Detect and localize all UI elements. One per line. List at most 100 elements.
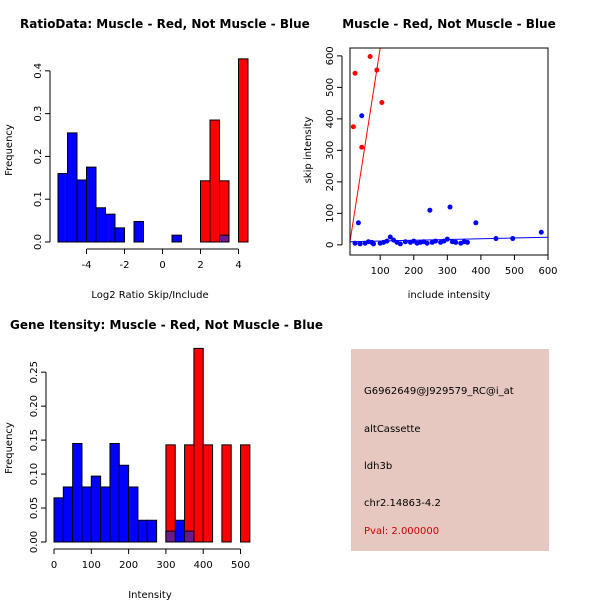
y-tick-label: 0.4 bbox=[33, 63, 44, 79]
y-tick-label: 400 bbox=[325, 109, 336, 128]
histogram-bar bbox=[53, 497, 64, 543]
scatter-point bbox=[367, 54, 373, 60]
histogram-bar bbox=[100, 486, 111, 543]
histogram-bar bbox=[137, 519, 148, 543]
x-tick-label: 300 bbox=[156, 560, 175, 571]
scatter-point bbox=[424, 240, 430, 246]
plot-frame bbox=[349, 47, 549, 256]
y-tick-label: 0.0 bbox=[33, 234, 44, 250]
x-tick-label: 0 bbox=[51, 560, 57, 571]
x-tick-label: 600 bbox=[538, 266, 557, 277]
histogram-bar bbox=[62, 486, 74, 543]
histogram-bar bbox=[57, 173, 68, 243]
y-tick-label: 0.2 bbox=[33, 148, 44, 164]
scatter-point bbox=[384, 238, 390, 244]
histogram-bar bbox=[90, 475, 102, 543]
chart-title: Muscle - Red, Not Muscle - Blue bbox=[342, 17, 556, 31]
muscle-series bbox=[200, 58, 249, 243]
scatter-point bbox=[359, 113, 365, 119]
histogram-bar bbox=[105, 213, 116, 243]
y-tick-label: 200 bbox=[325, 172, 336, 191]
gene-name-text: ldh3b bbox=[364, 461, 393, 472]
not-muscle-series bbox=[53, 443, 195, 543]
scatter-point bbox=[453, 239, 459, 245]
overlap-bar bbox=[219, 234, 230, 243]
x-tick-label: 400 bbox=[471, 266, 490, 277]
scatter-point bbox=[464, 239, 470, 245]
scatter-point bbox=[402, 239, 408, 245]
y-tick-label: 0.00 bbox=[29, 531, 40, 553]
fit-line bbox=[350, 48, 381, 242]
histogram-bar bbox=[165, 444, 176, 543]
x-axis-label: Log2 Ratio Skip/Include bbox=[91, 290, 208, 301]
x-tick-label: 400 bbox=[194, 560, 213, 571]
scatter-point bbox=[350, 124, 356, 130]
histogram-bar bbox=[238, 58, 249, 243]
scatter-point bbox=[433, 238, 439, 244]
overlap-bar bbox=[165, 530, 176, 543]
scatter-point bbox=[444, 236, 450, 242]
histogram-bar bbox=[200, 180, 211, 243]
y-tick-label: 0.05 bbox=[29, 497, 40, 519]
x-tick-label: 100 bbox=[82, 560, 101, 571]
histogram-bar bbox=[219, 180, 230, 243]
not-muscle-series bbox=[57, 132, 230, 243]
info-panel: G6962649@J929579_RC@i_at altCassette ldh… bbox=[351, 349, 549, 551]
histogram-bar bbox=[202, 444, 214, 543]
scatter-point bbox=[473, 220, 479, 226]
scatter-point bbox=[370, 241, 376, 247]
probe-id-text: G6962649@J929579_RC@i_at bbox=[364, 386, 514, 397]
histogram-bar bbox=[72, 443, 83, 543]
x-tick-label: 300 bbox=[438, 266, 457, 277]
scatter-point bbox=[379, 99, 385, 105]
histogram-bar bbox=[76, 179, 87, 243]
histogram-bar bbox=[171, 234, 182, 243]
y-tick-label: 0.25 bbox=[29, 361, 40, 383]
y-tick-label: 500 bbox=[325, 78, 336, 97]
x-tick-label: -4 bbox=[82, 260, 92, 271]
x-tick-label: 0 bbox=[159, 260, 165, 271]
scatter-point bbox=[359, 144, 365, 150]
event-type-text: altCassette bbox=[364, 424, 421, 435]
x-tick-label: 100 bbox=[371, 266, 390, 277]
scatter-point bbox=[352, 70, 358, 76]
x-tick-label: 200 bbox=[119, 560, 138, 571]
scatter-point bbox=[387, 234, 393, 240]
y-tick-label: 0.10 bbox=[29, 463, 40, 485]
histogram-bar bbox=[209, 119, 220, 243]
scatter-point bbox=[374, 67, 380, 73]
histogram-bar bbox=[118, 464, 130, 543]
scatter-point bbox=[538, 229, 544, 235]
y-tick-label: 0.20 bbox=[29, 395, 40, 417]
scatter-point bbox=[352, 240, 358, 246]
histogram-bar bbox=[128, 486, 139, 543]
y-axis-label: Frequency bbox=[4, 422, 15, 474]
ratio-histogram: -4 -2 0 2 4 0.0 0.1 0.2 0.3 0.4 RatioData: Muscle … bbox=[4, 17, 310, 301]
histogram-bar bbox=[114, 227, 125, 243]
chart-title: RatioData: Muscle - Red, Not Muscle - Bl… bbox=[20, 17, 310, 31]
histogram-bar bbox=[193, 347, 204, 543]
location-text: chr2.14863-4.2 bbox=[364, 498, 441, 509]
x-tick-label: -2 bbox=[120, 260, 130, 271]
y-tick-label: 0.3 bbox=[33, 106, 44, 122]
y-tick-label: 0.1 bbox=[33, 191, 44, 207]
overlap-bar bbox=[184, 530, 195, 543]
scatter-point bbox=[493, 236, 499, 242]
histogram-bar bbox=[174, 519, 186, 543]
scatter-scatter: 100 200 300 400 500 600 0 100 200 300 400 500 600 Mus… bbox=[303, 17, 558, 301]
x-tick-label: 500 bbox=[505, 266, 524, 277]
y-tick-label: 100 bbox=[325, 204, 336, 223]
histogram-bar bbox=[133, 220, 144, 243]
y-tick-label: 300 bbox=[325, 141, 336, 160]
x-tick-label: 2 bbox=[197, 260, 203, 271]
scatter-point bbox=[510, 236, 516, 242]
pval-text: Pval: 2.000000 bbox=[364, 526, 440, 537]
scatter-point bbox=[447, 204, 453, 210]
y-tick-label: 0 bbox=[325, 242, 336, 248]
scatter-point bbox=[427, 207, 433, 213]
histogram-bar bbox=[67, 132, 78, 243]
y-axis-label: skip intensity bbox=[303, 117, 314, 184]
scatter-point bbox=[355, 220, 361, 226]
x-axis-label: Intensity bbox=[128, 590, 172, 600]
